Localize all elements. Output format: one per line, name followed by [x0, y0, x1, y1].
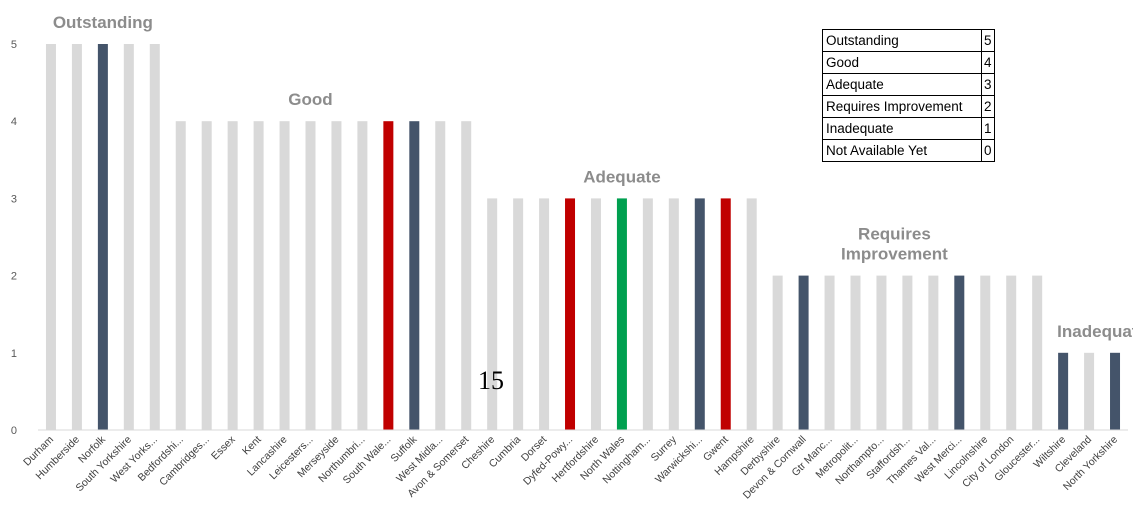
bar [435, 121, 446, 430]
bar [409, 121, 420, 430]
bar [253, 121, 264, 430]
legend-rating-label: Inadequate [822, 117, 982, 140]
bar [305, 121, 316, 430]
bar [71, 44, 82, 430]
bar [590, 198, 601, 430]
bar [694, 198, 705, 430]
legend-row: Adequate 3 [822, 73, 995, 96]
bar [149, 44, 160, 430]
bar [1032, 275, 1043, 430]
y-tick-label: 5 [11, 39, 17, 51]
bar [123, 44, 134, 430]
bar [331, 121, 342, 430]
bar [772, 275, 783, 430]
legend-row: Good 4 [822, 51, 995, 74]
y-tick-label: 1 [11, 348, 17, 360]
y-tick-label: 0 [11, 425, 17, 437]
legend-rating-label: Outstanding [822, 29, 982, 52]
legend-row: Not Available Yet 0 [822, 139, 995, 162]
x-tick-label: Essex [209, 433, 238, 462]
legend-row: Outstanding 5 [822, 29, 995, 52]
bar [798, 275, 809, 430]
legend-rating-value: 4 [981, 51, 995, 74]
bar [539, 198, 550, 430]
bar [279, 121, 290, 430]
rating-group-label: Improvement [841, 245, 948, 264]
legend-rating-label: Not Available Yet [822, 139, 982, 162]
group-labels: OutstandingGoodAdequateRequiresImproveme… [53, 13, 1133, 341]
bar [1006, 275, 1017, 430]
legend-rating-label: Adequate [822, 73, 982, 96]
bar [980, 275, 991, 430]
bar [97, 44, 108, 430]
legend-rating-value: 1 [981, 117, 995, 140]
rating-legend-table: Outstanding 5 Good 4 Adequate 3 Requires Impro… [822, 29, 995, 162]
bar [954, 275, 965, 430]
bar [1058, 352, 1069, 430]
bar [175, 121, 186, 430]
bar [746, 198, 757, 430]
bar [227, 121, 238, 430]
y-tick-label: 2 [11, 271, 17, 283]
rating-group-label: Inadequate [1057, 322, 1133, 341]
rating-group-label: Adequate [583, 167, 660, 186]
y-tick-label: 3 [11, 193, 17, 205]
rating-group-label: Outstanding [53, 13, 153, 32]
bar [642, 198, 653, 430]
bar [824, 275, 835, 430]
bar [461, 121, 472, 430]
bar [1110, 352, 1121, 430]
y-tick-label: 4 [11, 116, 17, 128]
bar [357, 121, 368, 430]
legend-row: Inadequate 1 [822, 117, 995, 140]
bar [928, 275, 939, 430]
legend-rating-label: Requires Improvement [822, 95, 982, 118]
bar [1084, 352, 1095, 430]
legend-rating-label: Good [822, 51, 982, 74]
bar [487, 198, 498, 430]
y-axis: 0 1 2 3 4 5 [11, 39, 17, 437]
legend-rating-value: 3 [981, 73, 995, 96]
legend-rating-value: 5 [981, 29, 995, 52]
bar [720, 198, 731, 430]
page-number: 15 [478, 366, 504, 395]
bar [902, 275, 913, 430]
bar [668, 198, 679, 430]
bar [201, 121, 212, 430]
bar [876, 275, 887, 430]
bar [383, 121, 394, 430]
rating-group-label: Requires [858, 225, 931, 244]
legend-rating-value: 2 [981, 95, 995, 118]
bar [45, 44, 56, 430]
bar [513, 198, 524, 430]
bars [45, 44, 1121, 430]
bar [616, 198, 627, 430]
rating-group-label: Good [288, 90, 332, 109]
legend-row: Requires Improvement 2 [822, 95, 995, 118]
legend-rating-value: 0 [981, 139, 995, 162]
bar [565, 198, 576, 430]
bar [850, 275, 861, 430]
